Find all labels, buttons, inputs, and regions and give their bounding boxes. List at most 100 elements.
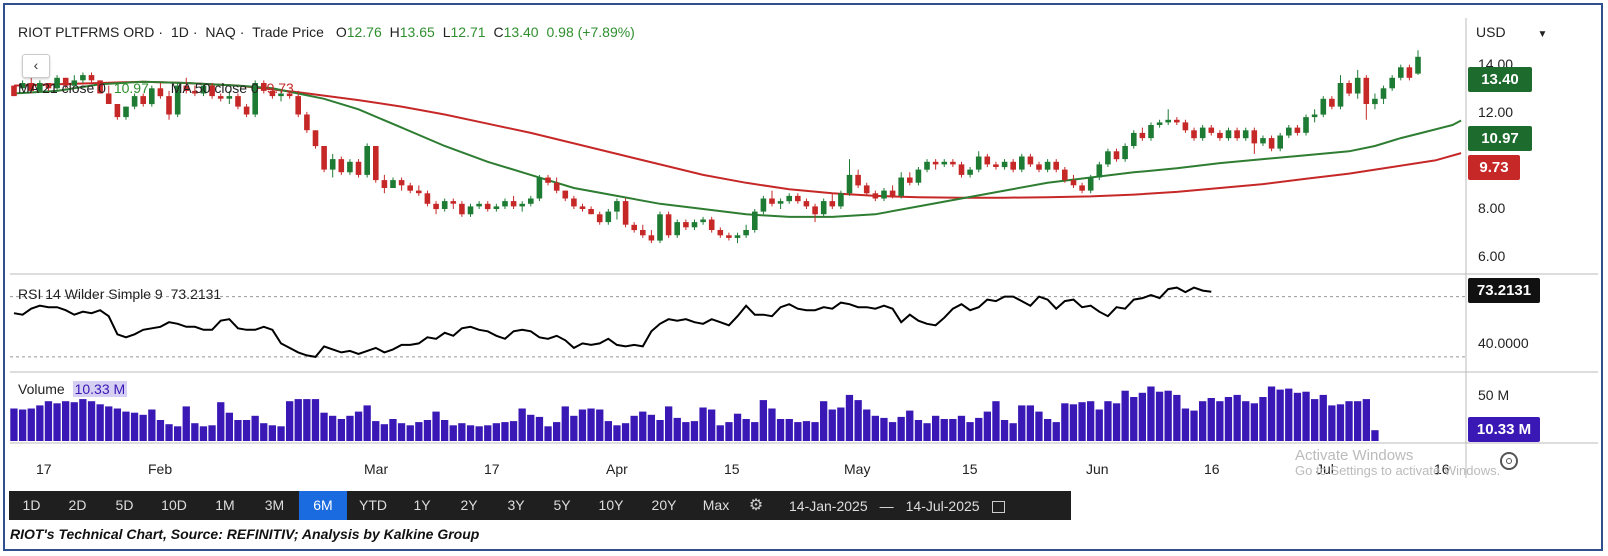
volume-bar: [975, 417, 983, 441]
volume-bar: [716, 425, 724, 441]
candle-body: [381, 180, 388, 188]
rsi-legend-label: RSI 14 Wilder Simple 9: [18, 286, 163, 302]
volume-bar: [1242, 401, 1250, 441]
volume-legend-value: 10.33 M: [72, 381, 128, 397]
volume-bar: [1293, 392, 1302, 441]
candle-body: [588, 209, 594, 215]
candle-body: [1139, 132, 1146, 139]
range-10d[interactable]: 10D: [161, 497, 187, 513]
date-to[interactable]: 14-Jul-2025: [905, 497, 980, 514]
volume-bar: [854, 400, 862, 441]
settings-icon[interactable]: [1500, 452, 1518, 470]
candle-body: [726, 235, 732, 238]
date-range[interactable]: 14-Jan-2025 — 14-Jul-2025: [789, 498, 1005, 514]
range-max[interactable]: Max: [702, 497, 730, 513]
candle-body: [373, 146, 379, 181]
volume-bar: [1069, 404, 1078, 441]
range-5y[interactable]: 5Y: [553, 497, 571, 513]
candle-body: [105, 93, 112, 104]
candle-body: [622, 201, 629, 225]
candle-body: [1380, 88, 1387, 99]
candle-body: [278, 93, 284, 97]
candle-body: [1415, 56, 1421, 74]
calendar-icon[interactable]: [991, 500, 1005, 513]
range-ytd[interactable]: YTD: [359, 497, 387, 513]
candle-body: [958, 164, 965, 175]
range-3m[interactable]: 3M: [264, 497, 285, 513]
volume-bar: [742, 419, 750, 441]
volume-bar: [1354, 401, 1362, 441]
candle-body: [450, 201, 457, 204]
date-from[interactable]: 14-Jan-2025: [789, 497, 868, 514]
ma21-series: [13, 80, 1462, 218]
candle-body: [11, 85, 17, 97]
volume-bar: [1018, 405, 1026, 441]
range-1m[interactable]: 1M: [215, 497, 235, 513]
volume-bar: [940, 419, 948, 441]
volume-bar: [1112, 403, 1121, 441]
rsi-series: [13, 286, 1212, 358]
range-2y[interactable]: 2Y: [460, 497, 478, 513]
volume-bar: [932, 415, 940, 441]
candle-body: [407, 185, 413, 191]
candle-body: [1372, 98, 1378, 105]
volume-bar: [1302, 391, 1310, 441]
range-1d[interactable]: 1D: [22, 497, 41, 513]
volume-bar: [751, 422, 759, 441]
candle-body: [476, 203, 482, 207]
candle-body: [777, 201, 784, 204]
candle-body: [1105, 151, 1111, 165]
range-2d[interactable]: 2D: [68, 497, 87, 513]
candle-body: [433, 203, 439, 210]
volume-bar: [10, 408, 18, 441]
volume-legend-label: Volume: [18, 381, 65, 397]
range-6m[interactable]: 6M: [299, 491, 347, 520]
interval-label[interactable]: 1D: [170, 24, 189, 40]
candle-body: [752, 211, 758, 230]
volume-bar: [208, 425, 216, 441]
candle-body: [1096, 164, 1103, 178]
candle-body: [338, 159, 345, 173]
volume-bar: [880, 417, 888, 441]
volume-bar: [286, 401, 294, 441]
volume-bar: [553, 422, 561, 441]
currency-selector[interactable]: USD ▼: [1476, 24, 1547, 40]
candle-body: [1303, 117, 1309, 133]
volume-bar: [466, 425, 475, 441]
volume-bar: [682, 422, 690, 441]
candle-body: [553, 182, 560, 191]
ma-legend: MA 21 close 0 10.97 MA 50 close 0 9.73: [18, 80, 298, 96]
candle-body: [872, 193, 879, 199]
candle-body: [855, 174, 861, 186]
volume-bar: [1104, 401, 1112, 441]
instrument-name: RIOT PLTFRMS ORD: [18, 24, 155, 40]
candle-body: [286, 93, 293, 97]
volume-bar: [983, 411, 991, 441]
volume-bar: [397, 423, 406, 441]
volume-bar: [380, 424, 388, 441]
range-10y[interactable]: 10Y: [598, 497, 624, 513]
volume-bar: [242, 420, 251, 441]
volume-legend: Volume 10.33 M: [18, 381, 131, 397]
candle-body: [1079, 185, 1085, 191]
gear-icon[interactable]: ⚙: [748, 497, 764, 514]
volume-bar: [139, 414, 147, 441]
volume-bar: [36, 405, 44, 441]
volume-bar: [1026, 405, 1034, 441]
range-20y[interactable]: 20Y: [651, 497, 677, 513]
volume-bar: [1009, 423, 1017, 441]
volume-bar: [130, 412, 139, 441]
volume-bar: [174, 426, 182, 441]
volume-bar: [518, 408, 526, 441]
candle-body: [1053, 161, 1059, 170]
back-button[interactable]: ‹: [22, 54, 50, 78]
range-3y[interactable]: 3Y: [507, 497, 525, 513]
range-1y[interactable]: 1Y: [413, 497, 431, 513]
range-5d[interactable]: 5D: [115, 497, 134, 513]
candle-body: [967, 169, 973, 175]
rsi-badge: 73.2131: [1468, 278, 1540, 303]
candle-body: [734, 235, 741, 238]
candle-body: [889, 190, 896, 196]
volume-bar: [441, 420, 449, 441]
